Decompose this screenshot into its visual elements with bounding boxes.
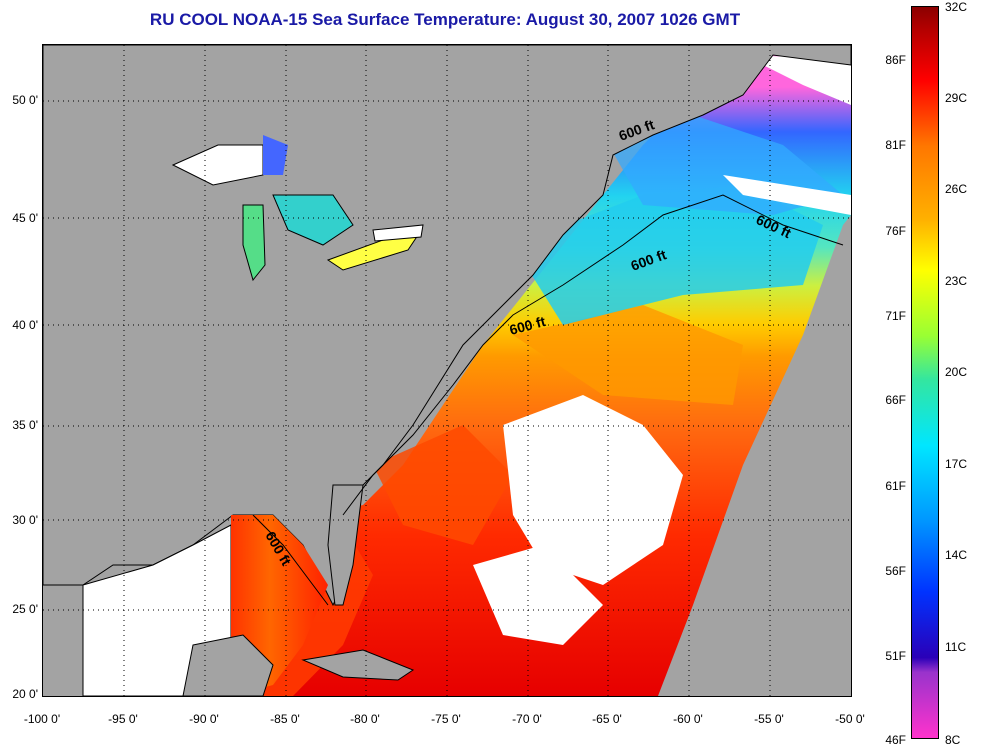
lon-tick-label: -80 0' [350,712,380,726]
colorbar-celsius-label: 29C [945,91,968,105]
lon-tick-label: -85 0' [270,712,300,726]
lon-tick-label: -95 0' [108,712,138,726]
lon-tick-label: -50 0' [835,712,865,726]
lon-tick-label: -100 0' [23,712,61,726]
lake-huron [272,194,354,246]
lake-michigan [242,204,266,282]
colorbar-celsius-label: 8C [945,733,961,747]
cloud-mask [503,395,683,585]
cloud-mask [723,175,851,215]
colorbar-celsius-label: 14C [945,548,968,562]
lat-tick-label: 25 0' [12,602,38,616]
colorbar-celsius-label: 26C [945,182,968,196]
sst-map: 600 ft 600 ft 600 ft 600 ft 600 ft [42,44,852,697]
lon-tick-label: -70 0' [512,712,542,726]
colorbar-fahrenheit-label: 76F [885,224,906,238]
lat-tick-label: 35 0' [12,418,38,432]
lon-tick-label: -90 0' [189,712,219,726]
colorbar-fahrenheit-label: 56F [885,564,906,578]
cool-water-region [513,185,823,325]
colorbar-fahrenheit-label: 61F [885,479,906,493]
cloud-mask [743,55,851,105]
lat-tick-label: 30 0' [12,513,38,527]
colorbar-celsius-label: 11C [945,640,967,654]
isobath-contour [252,514,329,606]
colorbar-fahrenheit-label: 46F [885,733,906,747]
colorbar-fahrenheit-label: 81F [885,138,906,152]
lat-tick-label: 50 0' [12,93,38,107]
warm-water-region [373,425,513,545]
graticule [43,45,851,696]
lon-tick-label: -55 0' [754,712,784,726]
map-title: RU COOL NOAA-15 Sea Surface Temperature:… [149,10,741,29]
cloud-mask [473,545,603,645]
lon-tick-label: -60 0' [673,712,703,726]
colorbar-fahrenheit-label: 86F [885,53,906,67]
sst-map-graphic: 600 ft 600 ft 600 ft 600 ft 600 ft [43,45,851,696]
temperature-colorbar [911,6,939,739]
lake-superior-east [263,135,288,175]
colorbar-fahrenheit-label: 51F [885,649,906,663]
lon-tick-label: -75 0' [431,712,461,726]
colorbar-celsius-label: 32C [945,0,968,14]
lake-erie [326,234,420,271]
warm-water-region [513,305,743,405]
land-cuba [301,649,415,681]
land-florida [327,484,364,606]
lat-tick-label: 40 0' [12,318,38,332]
lon-tick-label: -65 0' [592,712,622,726]
isobath-contour [342,194,844,516]
colorbar-celsius-label: 17C [945,457,968,471]
colorbar-fahrenheit-label: 66F [885,393,906,407]
lat-tick-label: 20 0' [12,687,38,701]
colorbar-fahrenheit-label: 71F [885,309,906,323]
colorbar-celsius-label: 20C [945,365,968,379]
colorbar-celsius-label: 23C [945,274,968,288]
lat-tick-label: 45 0' [12,211,38,225]
lake-ontario [372,224,424,242]
